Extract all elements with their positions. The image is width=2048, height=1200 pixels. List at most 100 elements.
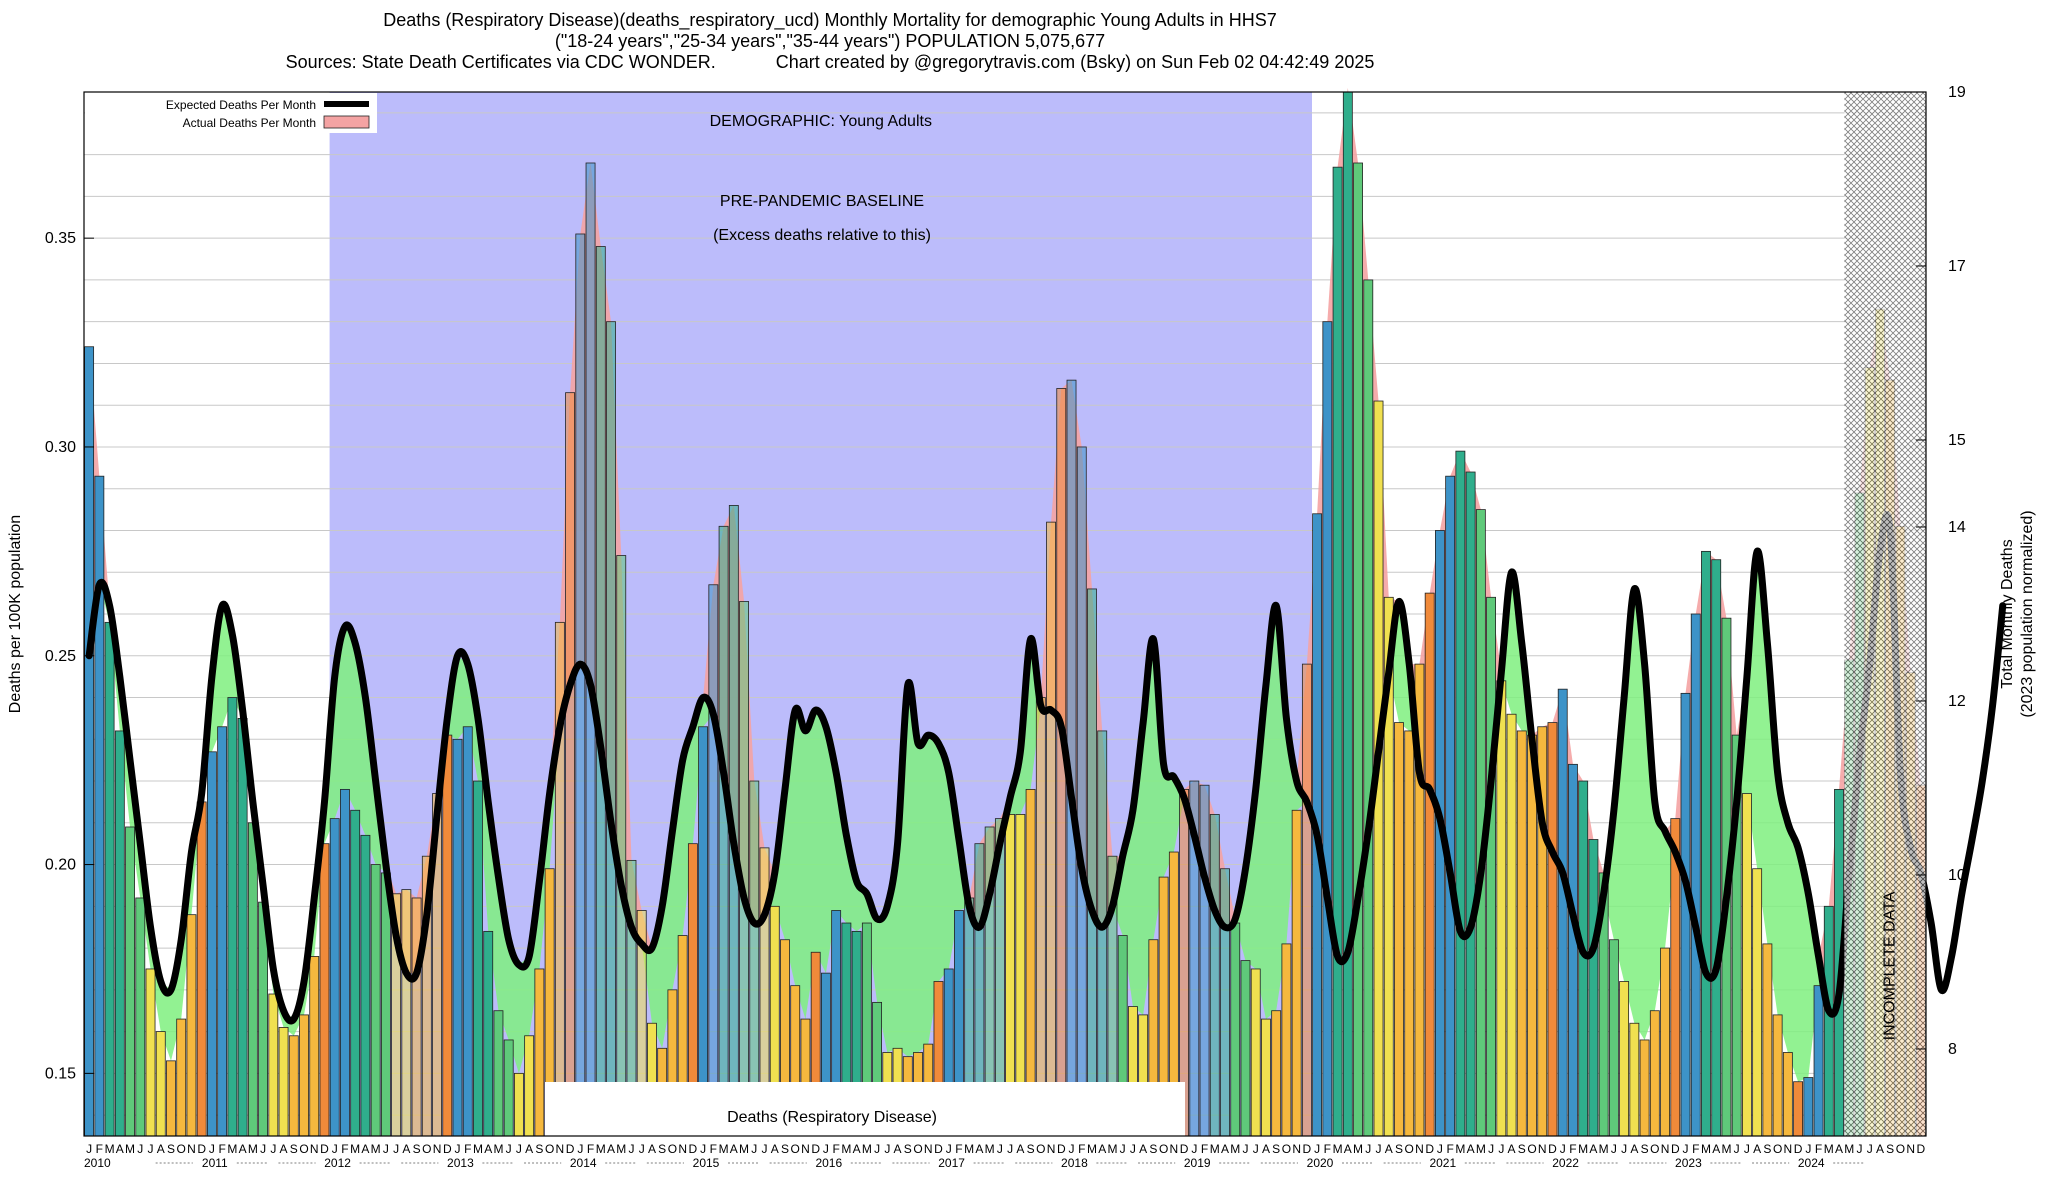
chart-title: Deaths (Respiratory Disease)(deaths_resp… bbox=[383, 10, 1277, 30]
x-year-label: 2014 bbox=[570, 1156, 597, 1170]
bar-actual bbox=[1076, 446, 1087, 1137]
bar-actual bbox=[1516, 730, 1527, 1137]
x-month-label: O bbox=[422, 1142, 431, 1156]
x-month-label: D bbox=[934, 1142, 943, 1156]
x-month-label: A bbox=[771, 1142, 779, 1156]
x-month-label: A bbox=[975, 1142, 983, 1156]
x-month-label: F bbox=[955, 1142, 962, 1156]
x-month-label: O bbox=[1159, 1142, 1168, 1156]
bar-actual bbox=[698, 726, 709, 1137]
bar-actual bbox=[1608, 939, 1619, 1137]
plot-frame bbox=[83, 91, 1927, 1137]
y2-axis-label-sub: (2023 population normalized) bbox=[2019, 510, 2036, 717]
x-month-label: A bbox=[402, 1142, 410, 1156]
x-month-label: J bbox=[260, 1142, 266, 1156]
bar-actual bbox=[1486, 596, 1496, 1137]
x-month-label: S bbox=[535, 1142, 543, 1156]
x-year-label: 2023 bbox=[1675, 1156, 1702, 1170]
x-month-label: A bbox=[484, 1142, 492, 1156]
bar-actual bbox=[94, 475, 105, 1137]
bar-actual bbox=[84, 346, 95, 1137]
x-month-label: O bbox=[913, 1142, 922, 1156]
bar-actual bbox=[104, 621, 115, 1137]
bar-actual bbox=[1711, 559, 1722, 1137]
bar-actual bbox=[708, 584, 719, 1137]
bar-actual bbox=[483, 930, 494, 1137]
x-month-label: M bbox=[350, 1142, 360, 1156]
x-month-label: J bbox=[1498, 1142, 1504, 1156]
bar-actual bbox=[473, 780, 483, 1137]
baseline-label-line1: PRE-PANDEMIC BASELINE bbox=[720, 193, 924, 210]
bar-actual bbox=[176, 1018, 187, 1137]
x-year-label: 2020 bbox=[1307, 1156, 1334, 1170]
bar-actual bbox=[299, 1014, 309, 1137]
x-month-label: A bbox=[730, 1142, 738, 1156]
annotations: INCOMPLETE DATA DEMOGRAPHIC: Young Adults… bbox=[85, 92, 1926, 1136]
x-year-label: 2019 bbox=[1184, 1156, 1211, 1170]
bar-actual bbox=[1281, 943, 1292, 1137]
x-month-label: J bbox=[1683, 1142, 1689, 1156]
x-month-label: D bbox=[443, 1142, 452, 1156]
bar-actual bbox=[1660, 947, 1670, 1137]
bar-actual bbox=[534, 968, 545, 1137]
x-month-label: D bbox=[1794, 1142, 1803, 1156]
x-month-label: A bbox=[1098, 1142, 1106, 1156]
x-month-label: J bbox=[1611, 1142, 1617, 1156]
x-month-label: S bbox=[1518, 1142, 1526, 1156]
x-month-label: S bbox=[1272, 1142, 1280, 1156]
x-month-label: N bbox=[1170, 1142, 1179, 1156]
x-month-label: M bbox=[616, 1142, 626, 1156]
bar-actual bbox=[1240, 960, 1251, 1137]
bar-actual bbox=[514, 1072, 524, 1137]
bar-actual bbox=[1353, 162, 1363, 1137]
x-month-label: F bbox=[1201, 1142, 1208, 1156]
x-month-label: N bbox=[1292, 1142, 1301, 1156]
bar-actual bbox=[575, 233, 586, 1137]
x-month-label: S bbox=[781, 1142, 789, 1156]
y2-tick-label: 14 bbox=[1948, 519, 1966, 536]
x-month-label: J bbox=[1856, 1142, 1862, 1156]
x-month-label: M bbox=[1476, 1142, 1486, 1156]
x-month-label: J bbox=[823, 1142, 829, 1156]
x-year-label: 2021 bbox=[1429, 1156, 1456, 1170]
y-axis-label: Deaths per 100K population bbox=[7, 515, 24, 713]
bar-actual bbox=[1209, 814, 1220, 1137]
x-month-label: M bbox=[1578, 1142, 1588, 1156]
x-month-label: M bbox=[1210, 1142, 1220, 1156]
bar-actual bbox=[1752, 868, 1763, 1137]
x-month-label: F bbox=[710, 1142, 717, 1156]
bar-actual bbox=[186, 914, 197, 1137]
x-month-label: J bbox=[1437, 1142, 1443, 1156]
bar-actual bbox=[237, 718, 248, 1137]
x-month-label: O bbox=[1036, 1142, 1045, 1156]
x-month-label: J bbox=[1488, 1142, 1494, 1156]
bar-actual bbox=[1823, 905, 1834, 1137]
x-month-label: S bbox=[1027, 1142, 1035, 1156]
x-month-label: M bbox=[1824, 1142, 1834, 1156]
x-month-label: M bbox=[1087, 1142, 1097, 1156]
bar-actual bbox=[1301, 663, 1312, 1137]
x-month-label: M bbox=[1844, 1142, 1854, 1156]
bar-actual bbox=[1813, 985, 1824, 1137]
x-month-label: D bbox=[1917, 1142, 1926, 1156]
bar-actual bbox=[360, 834, 371, 1137]
bar-actual bbox=[1649, 1010, 1660, 1137]
x-month-label: M bbox=[473, 1142, 483, 1156]
x-month-label: O bbox=[1405, 1142, 1414, 1156]
x-month-label: M bbox=[1701, 1142, 1711, 1156]
x-month-label: O bbox=[1773, 1142, 1782, 1156]
x-month-label: S bbox=[1641, 1142, 1649, 1156]
expected-line-layer bbox=[85, 511, 2007, 1025]
bar-actual bbox=[1404, 730, 1415, 1137]
x-month-label: M bbox=[227, 1142, 237, 1156]
bar-actual bbox=[1394, 722, 1404, 1137]
x-month-label: O bbox=[1650, 1142, 1659, 1156]
y-tick-label: 0.25 bbox=[45, 648, 76, 665]
legend-actual-label: Actual Deaths Per Month bbox=[183, 116, 316, 130]
bar-actual bbox=[493, 1010, 504, 1137]
bar-actual bbox=[442, 734, 453, 1137]
x-month-label: M bbox=[862, 1142, 872, 1156]
x-month-label: J bbox=[1867, 1142, 1873, 1156]
x-month-label: J bbox=[455, 1142, 461, 1156]
bar-actual bbox=[196, 801, 207, 1137]
